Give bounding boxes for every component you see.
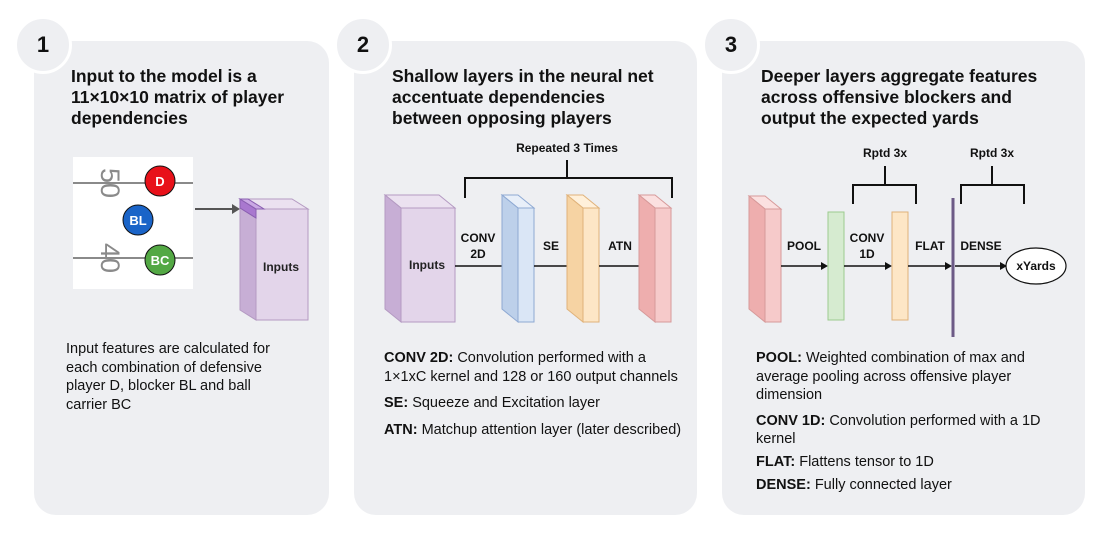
panel-2-title-line: between opposing players — [392, 108, 612, 128]
atn-block — [637, 193, 673, 324]
conv1d-label: CONV — [850, 231, 885, 245]
inputs-cube — [383, 193, 457, 324]
definition-se: SE: Squeeze and Excitation layer — [384, 395, 601, 411]
pool-label: POOL — [787, 239, 821, 253]
step-badge-1: 1 — [14, 16, 72, 74]
atn-label: ATN — [608, 239, 632, 253]
panel-1-title: Input to the model is a 11×10×10 matrix … — [71, 66, 284, 129]
repeat-label-a: Rptd 3x — [863, 146, 907, 160]
definition-atn: ATN: Matchup attention layer (later desc… — [384, 421, 682, 438]
panel-3-title-line: Deeper layers aggregate features — [761, 66, 1038, 86]
inputs-cube — [238, 198, 310, 321]
conv1d-block — [827, 211, 845, 321]
output-label: xYards — [1016, 259, 1056, 273]
description-line: carrier BC — [66, 396, 132, 413]
carrier-marker — [144, 244, 176, 276]
repeat-label-b: Rptd 3x — [970, 146, 1014, 160]
arrow-head-icon — [1000, 262, 1007, 270]
step-badge-3: 3 — [702, 16, 760, 74]
panel-1-title-line: dependencies — [71, 108, 188, 128]
description-line: Input features are calculated for — [66, 341, 270, 357]
panel-1-title-line: 11×10×10 matrix of player — [71, 87, 285, 107]
step-badge-2: 2 — [334, 16, 392, 74]
se-label: SE — [543, 239, 559, 253]
conv2d-label: CONV — [461, 231, 496, 245]
conv-block — [500, 193, 536, 324]
definition-flat: FLAT: Flattens tensor to 1D — [756, 453, 934, 470]
defender-marker — [144, 165, 176, 197]
repeat-bracket-b — [960, 166, 1025, 204]
arrow-head-icon — [885, 262, 892, 270]
panel-1-description: Input features are calculated for each c… — [66, 340, 270, 414]
repeat-bracket-a — [852, 166, 917, 204]
panel-3-title: Deeper layers aggregate features across … — [761, 66, 1037, 129]
pool-block — [747, 194, 783, 324]
definition-pool: POOL: Weighted combination of max and av… — [756, 350, 1025, 403]
panel-3-title-line: output the expected yards — [761, 108, 979, 128]
inputs-label: Inputs — [263, 260, 299, 274]
conv2d-label: 2D — [470, 247, 486, 261]
repeat-label: Repeated 3 Times — [516, 141, 618, 155]
yard-number-40: 40 — [95, 243, 125, 273]
definition-dense: DENSE: Fully connected layer — [756, 477, 952, 493]
arrow-head-icon — [945, 262, 952, 270]
arrow-head-icon — [232, 204, 240, 214]
panel-3-definitions: POOL: Weighted combination of max and av… — [756, 349, 1056, 503]
panel-2-title: Shallow layers in the neural net accentu… — [392, 66, 654, 129]
panel-3-title-line: across offensive blockers and — [761, 87, 1012, 107]
panel-2-definitions: CONV 2D: Convolution performed with a 1×… — [384, 349, 684, 447]
blocker-marker — [122, 204, 154, 236]
carrier-label: BC — [151, 253, 170, 268]
description-line: player D, blocker BL and ball — [66, 378, 251, 394]
flat-label: FLAT — [915, 239, 945, 253]
repeat-bracket — [464, 160, 673, 198]
se-block — [565, 193, 601, 324]
inputs-label: Inputs — [409, 258, 445, 272]
definition-conv1d: CONV 1D: Convolution performed with a 1D… — [756, 412, 1041, 448]
defender-label: D — [155, 174, 164, 189]
yard-number-50: 50 — [95, 168, 125, 198]
conv1d-label: 1D — [859, 247, 875, 261]
definition-conv2d: CONV 2D: Convolution performed with a 1×… — [384, 350, 678, 385]
panel-2-title-line: accentuate dependencies — [392, 87, 605, 107]
output-node — [1005, 247, 1067, 285]
description-line: each combination of defensive — [66, 359, 262, 376]
dense-label: DENSE — [960, 239, 1001, 253]
blocker-label: BL — [129, 213, 146, 228]
conv1d-output-block — [891, 211, 909, 321]
panel-1-title-line: Input to the model is a — [71, 66, 257, 86]
panel-2-title-line: Shallow layers in the neural net — [392, 66, 654, 86]
arrow-head-icon — [821, 262, 828, 270]
